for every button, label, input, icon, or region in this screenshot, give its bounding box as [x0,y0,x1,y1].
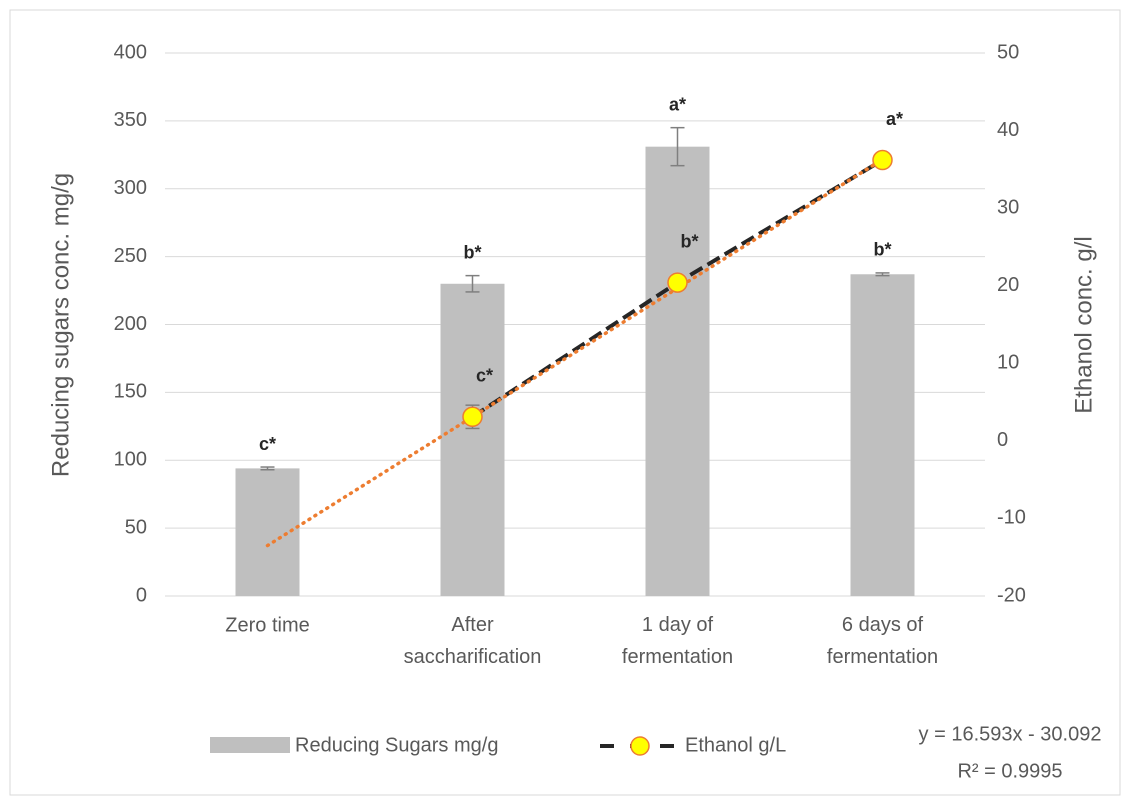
y-tick-label: 400 [114,41,147,63]
legend-label: Ethanol g/L [685,734,786,756]
x-tick-label: 6 days of fermentation [827,614,938,668]
x-tick-label: Zero time [225,614,309,636]
y-tick-label: 150 [114,381,147,403]
trendline [265,157,885,548]
y2-axis-title: Ethanol conc. g/l [1070,236,1097,413]
trendline-equation: y = 16.593x - 30.092 [919,723,1102,745]
x-tick-label: 1 day of fermentation [622,614,733,668]
bar [235,468,300,596]
x-tick-label: After saccharification [404,614,542,668]
y2-tick-label: 40 [997,119,1019,141]
y2-tick-label: 10 [997,352,1019,374]
ethanol-marker [667,272,688,293]
y2-tick-label: 50 [997,41,1019,63]
bar [850,274,915,596]
trendline-r2: R² = 0.9995 [957,760,1062,782]
y-axis-title: Reducing sugars conc. mg/g [47,173,74,477]
y-tick-label: 200 [114,313,147,335]
y-tick-label: 0 [136,584,147,606]
y2-tick-label: -10 [997,507,1026,529]
bar-label: c* [259,434,276,454]
legend-swatch [630,736,650,756]
y2-tick-label: 20 [997,274,1019,296]
y-tick-label: 350 [114,109,147,131]
ethanol-marker [462,406,483,428]
y-tick-label: 100 [114,449,147,471]
y-tick-label: 250 [114,245,147,267]
legend-label: Reducing Sugars mg/g [295,734,498,756]
bar-label: b* [464,242,482,262]
ethanol-label: b* [681,231,699,251]
y-tick-label: 300 [114,177,147,199]
chart-border [9,9,1121,796]
y2-tick-label: 30 [997,196,1019,218]
ethanol-label: c* [476,366,493,386]
y-tick-label: 50 [125,516,147,538]
bar-label: b* [874,240,892,260]
ethanol-marker [872,149,893,171]
legend-swatch [210,737,290,753]
y2-tick-label: 0 [997,429,1008,451]
bar [440,283,505,596]
bar-label: a* [669,94,686,114]
bar [645,146,710,597]
ethanol-label: a* [886,109,903,129]
y2-tick-label: -20 [997,584,1026,606]
